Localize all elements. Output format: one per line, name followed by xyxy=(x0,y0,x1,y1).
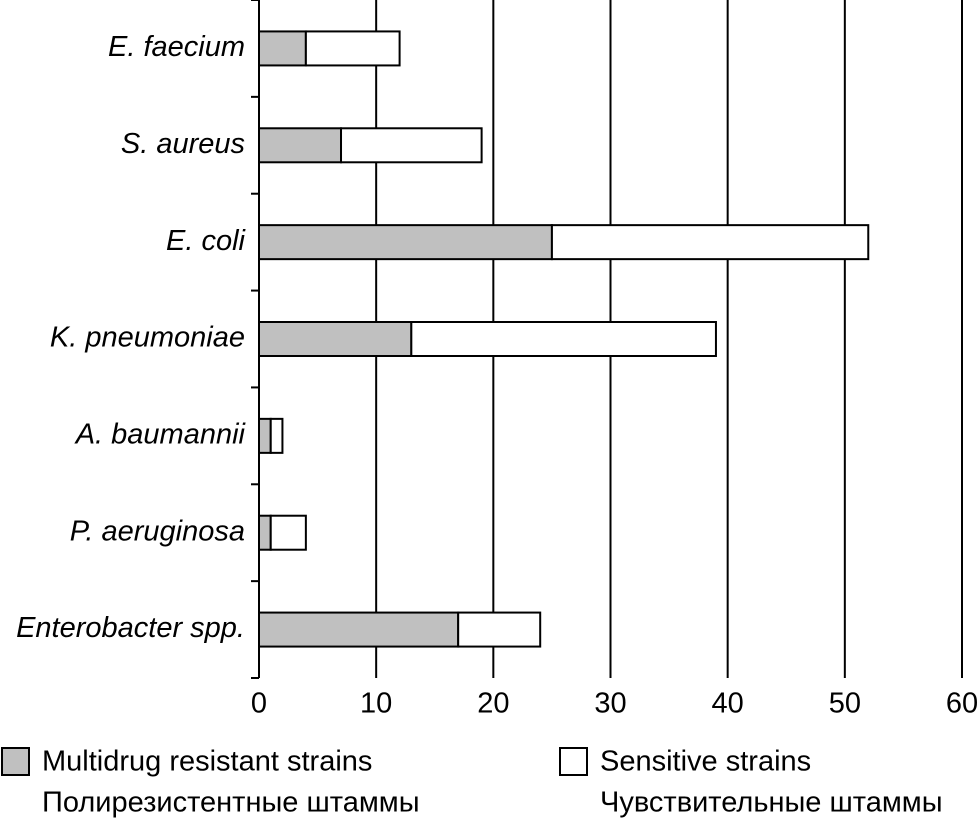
legend-label-ru: Чувствительные штаммы xyxy=(600,787,943,819)
bar-segment xyxy=(258,224,553,261)
bar-segment xyxy=(304,30,401,67)
bar-segment xyxy=(410,321,717,357)
bar-segment xyxy=(258,417,272,454)
category-label: K. pneumoniae xyxy=(50,322,245,354)
bar-segment xyxy=(269,514,307,551)
category-label: E. faecium xyxy=(108,31,245,63)
bar-segment xyxy=(457,611,542,648)
bar-segment xyxy=(340,127,483,164)
bar-segment xyxy=(258,127,343,164)
bar-segment xyxy=(258,611,460,648)
legend-label-ru: Полирезистентные штаммы xyxy=(42,787,420,819)
category-label: P. aeruginosa xyxy=(70,515,245,547)
x-tick-label: 10 xyxy=(360,688,392,720)
category-label: A. baumannii xyxy=(74,419,247,451)
bar-segment xyxy=(258,30,307,67)
category-label: Enterobacter spp. xyxy=(16,612,245,644)
x-tick-label: 60 xyxy=(946,688,978,720)
bar-segment xyxy=(550,224,870,261)
bar-segment xyxy=(269,417,284,454)
x-tick-label: 50 xyxy=(829,688,861,720)
bar-segment xyxy=(258,321,413,357)
x-tick-label: 0 xyxy=(251,688,267,720)
legend-swatch xyxy=(1,747,30,776)
legend-label: Sensitive strains xyxy=(600,746,811,778)
x-tick-label: 40 xyxy=(712,688,744,720)
legend-swatch xyxy=(559,747,588,776)
legend-label: Multidrug resistant strains xyxy=(42,746,372,778)
category-label: E. coli xyxy=(166,225,247,257)
x-tick-label: 30 xyxy=(594,688,626,720)
x-tick-label: 20 xyxy=(477,688,509,720)
bar-segment xyxy=(258,514,272,551)
category-label: S. aureus xyxy=(121,128,245,160)
